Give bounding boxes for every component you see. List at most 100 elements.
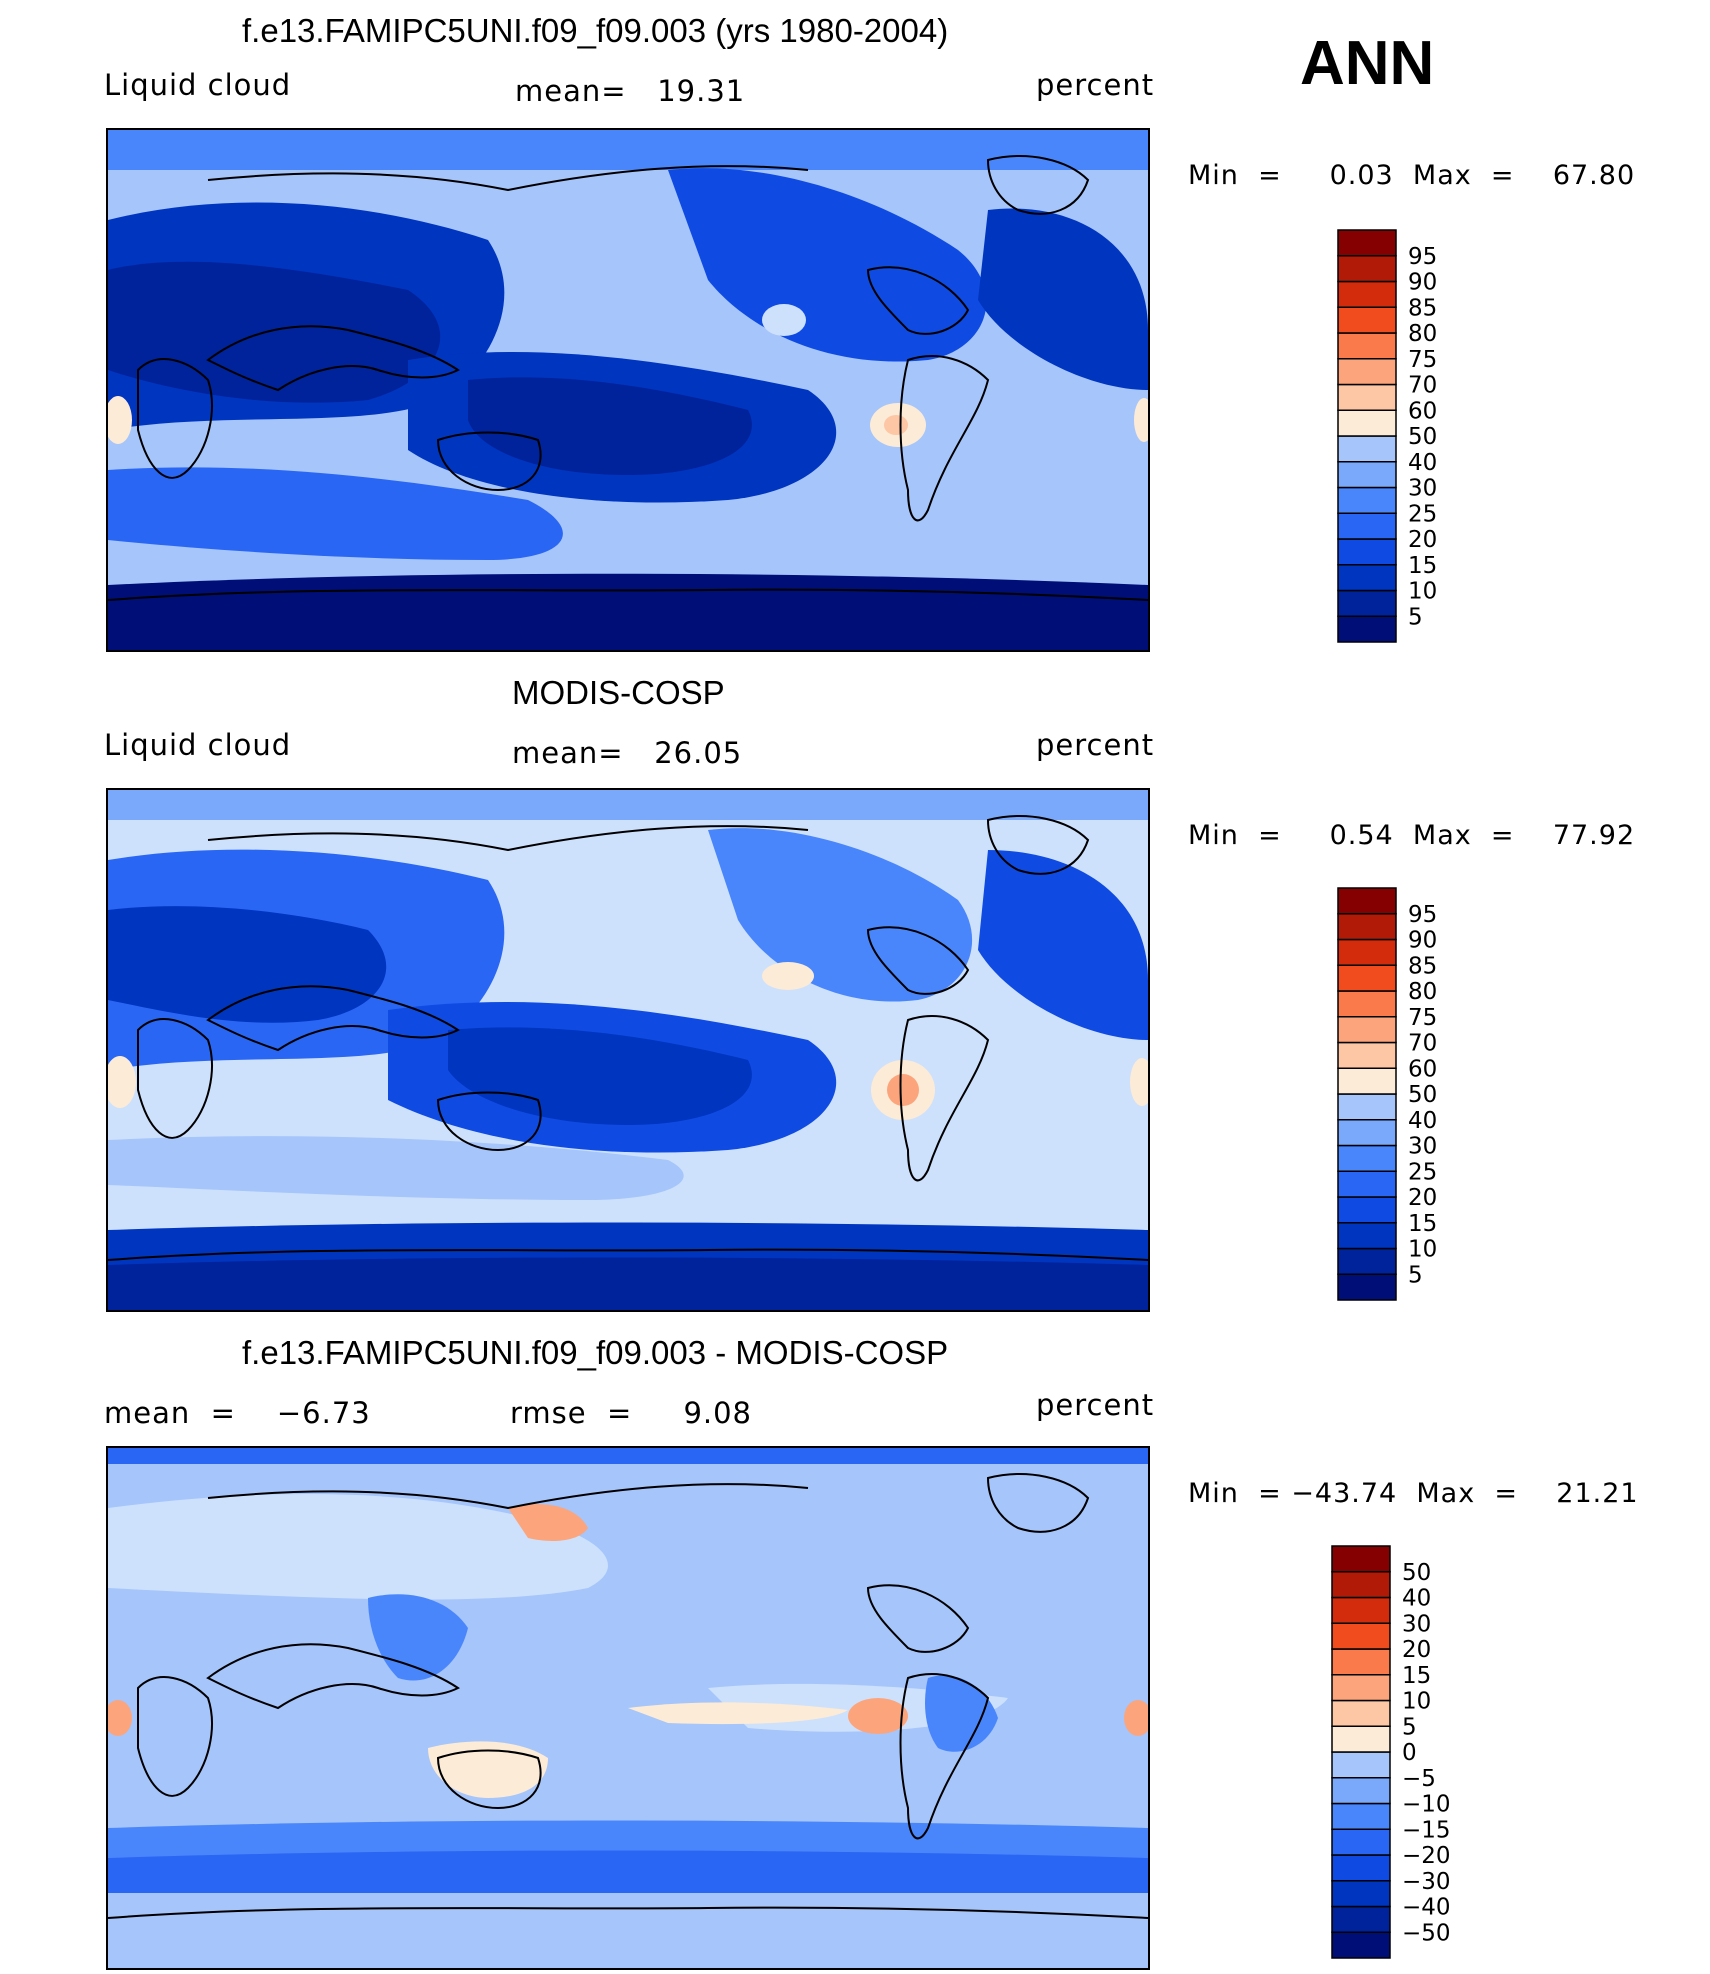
panel-2-atlantic-field [978,850,1148,1040]
panel-1-peru-core [884,415,908,435]
panel-1-atlantic-field [978,208,1148,390]
panel-3-colorbar-bin [1331,1545,1391,1573]
panel-2-arctic-band [108,790,1148,820]
panel-1-colorbar-bin [1337,332,1397,360]
panel-1-units-label: percent [1036,68,1155,102]
panel-1-title: f.e13.FAMIPC5UNI.f09_f09.003 (yrs 1980-2… [242,12,949,49]
panel-2-colorbar-bin [1337,1196,1397,1224]
panel-3-colorbar-bin [1331,1777,1391,1805]
panel-3-southern-core [108,1850,1148,1893]
panel-3-colorbar-tick-label: 20 [1402,1637,1431,1663]
panel-2-variable-label: Liquid cloud [104,728,292,762]
panel-3-colorbar-tick-label: 15 [1402,1663,1431,1689]
panel-1-colorbar: 95 90 85 80 75 70 60 50 40 30 25 20 15 10 5 [1336,228,1496,653]
panel-2-colorbar-tick-label: 40 [1408,1108,1437,1134]
panel-3-namibia-bias [1124,1700,1148,1736]
panel-3-colorbar-tick-label: 50 [1402,1560,1431,1586]
panel-1-colorbar-bin [1337,280,1397,308]
panel-2-units-label: percent [1036,728,1155,762]
panel-3-colorbar-bin [1331,1751,1391,1779]
panel-3-colorbar-tick-label: −15 [1402,1817,1451,1843]
panel-1-north-pacific [668,168,987,362]
panel-1-colorbar-tick-label: 25 [1408,501,1437,527]
panel-2-colorbar-bin [1337,1016,1397,1044]
panel-2-colorbar-bin [1337,1119,1397,1147]
panel-1-southern-band [108,467,563,560]
panel-1-coastlines [108,155,1148,601]
panel-3-colorbar-tick-label: 5 [1402,1714,1417,1740]
panel-2-colorbar-tick-label: 15 [1408,1211,1437,1237]
panel-3-coastlines [108,1473,1148,1919]
panel-2-colorbar-tick-label: 80 [1408,979,1437,1005]
panel-1-colorbar-bin [1337,255,1397,283]
panel-3-siberia-bias [508,1504,588,1541]
panel-1-colorbar-bin [1337,615,1397,643]
panel-2-coastlines [108,815,1148,1261]
panel-2-stratocu-blob [762,962,814,990]
panel-1-colorbar-bin [1337,306,1397,334]
panel-1-colorbar-tick-label: 70 [1408,373,1437,399]
panel-1-colorbar-bin [1337,564,1397,592]
panel-1-colorbar-tick-label: 15 [1408,553,1437,579]
panel-2-colorbar-bin [1337,990,1397,1018]
panel-3-colorbar-bin [1331,1622,1391,1650]
panel-3-colorbar-tick-label: 30 [1402,1611,1431,1637]
panel-3-namibia-bias-west [108,1700,132,1736]
panel-2-north-pacific [708,828,973,1002]
panel-3-colorbar-tick-label: −20 [1402,1843,1451,1869]
panel-2-namibia-stratocu [108,1056,136,1108]
panel-1-colorbar-tick-label: 20 [1408,527,1437,553]
panel-1-arctic-band [108,130,1148,170]
panel-2-colorbar-tick-label: 25 [1408,1159,1437,1185]
panel-1-map [106,128,1150,652]
panel-2-colorbar-bin [1337,1170,1397,1198]
panel-2-colorbar-tick-label: 30 [1408,1134,1437,1160]
panel-3-colorbar-tick-label: 0 [1402,1740,1417,1766]
panel-3-colorbar-bin [1331,1674,1391,1702]
panel-3-amazon-field [925,1675,998,1752]
panel-2-colorbar-tick-label: 90 [1408,928,1437,954]
panel-2-southern-band [108,1136,684,1200]
panel-3-colorbar-bin [1331,1802,1391,1830]
panel-3-colorbar-bin [1331,1596,1391,1624]
panel-1-colorbar-bin [1337,461,1397,489]
panel-1-antarctic-band [108,573,1148,650]
panel-1-colorbar-bin [1337,486,1397,514]
panel-1-pacific-core [468,377,752,475]
panel-2-colorbar-tick-label: 85 [1408,953,1437,979]
panel-3-colorbar-tick-label: −50 [1402,1920,1451,1946]
season-label: ANN [1300,29,1435,98]
panel-3-colorbar-tick-label: 40 [1402,1586,1431,1612]
panel-1-namibia-stratocu-east [1134,398,1148,442]
panel-2-minmax: Min = 0.54 Max = 77.92 [1188,820,1636,851]
panel-2-colorbar-bin [1337,1093,1397,1121]
panel-1-variable-label: Liquid cloud [104,68,292,102]
panel-2-colorbar-tick-label: 75 [1408,1005,1437,1031]
panel-3-colorbar-bin [1331,1931,1391,1959]
panel-3-colorbar-tick-label: 10 [1402,1689,1431,1715]
panel-2-colorbar-bin [1337,1273,1397,1301]
panel-2-colorbar-tick-label: 50 [1408,1082,1437,1108]
panel-2-colorbar-bin [1337,938,1397,966]
panel-3-peru-bias [848,1698,908,1734]
panel-1-map-svg [108,130,1148,650]
panel-3-minmax: Min = −43.74 Max = 21.21 [1188,1478,1639,1509]
panel-2-antarctic-core [108,1257,1148,1310]
panel-3-colorbar-bin [1331,1880,1391,1908]
panel-1-mean-label: mean= 19.31 [515,74,746,108]
panel-3-colorbar-bin [1331,1905,1391,1933]
panel-2-colorbar-bin [1337,964,1397,992]
panel-1-colorbar-tick-label: 30 [1408,476,1437,502]
panel-1-colorbar-tick-label: 60 [1408,398,1437,424]
panel-1-stratocu-blob [762,304,806,336]
panel-3-colorbar-bin [1331,1828,1391,1856]
panel-3-colorbar-bin [1331,1725,1391,1753]
panel-3-colorbar-tick-label: −5 [1402,1766,1436,1792]
panel-3-units-label: percent [1036,1388,1155,1422]
panel-2-colorbar-bin [1337,1041,1397,1069]
panel-1-colorbar-tick-label: 40 [1408,450,1437,476]
panel-1-colorbar-bin [1337,538,1397,566]
panel-2-eurasia-core [108,906,387,1023]
panel-2-mean-label: mean= 26.05 [512,736,743,770]
